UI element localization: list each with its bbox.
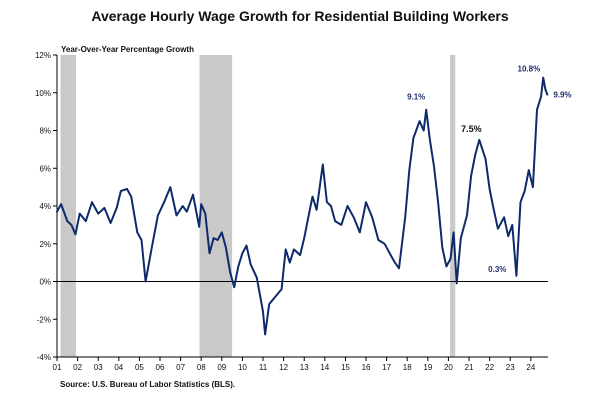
x-tick-label: 03 (94, 363, 103, 372)
x-tick-label: 21 (465, 363, 474, 372)
data-label: 10.8% (518, 65, 541, 74)
chart-title: Average Hourly Wage Growth for Residenti… (91, 8, 509, 24)
x-tick-label: 04 (114, 363, 123, 372)
x-tick-label: 19 (423, 363, 432, 372)
y-tick-label: 10% (35, 89, 51, 98)
y-tick-label: -2% (37, 315, 51, 324)
x-tick-label: 14 (320, 363, 329, 372)
data-label: 9.9% (553, 91, 571, 100)
x-tick-label: 11 (259, 363, 268, 372)
y-tick-label: 12% (35, 51, 51, 60)
x-tick-label: 22 (485, 363, 494, 372)
y-tick-label: 8% (39, 127, 51, 136)
x-tick-label: 09 (217, 363, 226, 372)
y-tick-label: 4% (39, 202, 51, 211)
x-tick-label: 10 (238, 363, 247, 372)
axes: -4% -2% 0% 2% 4% 6% 8% 10% 12% 01 02 03 04 05 06 07 08 09… (35, 45, 548, 372)
x-tick-label: 24 (526, 363, 535, 372)
x-tick-label: 23 (506, 363, 515, 372)
series-line (56, 76, 549, 336)
data-label: 0.3% (488, 265, 506, 274)
x-tick-label: 02 (73, 363, 82, 372)
x-tick-label: 17 (382, 363, 391, 372)
x-tick-label: 05 (135, 363, 144, 372)
source-note: Source: U.S. Bureau of Labor Statistics … (60, 380, 236, 389)
x-tick-label: 01 (53, 363, 62, 372)
x-tick-label: 12 (279, 363, 288, 372)
y-tick-label: -4% (37, 353, 51, 362)
data-label: 7.5% (461, 124, 482, 134)
x-tick-label: 06 (156, 363, 165, 372)
y-axis-title: Year-Over-Year Percentage Growth (61, 45, 194, 54)
x-tick-label: 13 (300, 363, 309, 372)
x-tick-label: 15 (341, 363, 350, 372)
x-tick-label: 18 (403, 363, 412, 372)
y-tick-label: 2% (39, 240, 51, 249)
x-tick-label: 20 (444, 363, 453, 372)
recession-band (450, 55, 456, 357)
data-label: 9.1% (407, 93, 425, 102)
y-tick-label: 6% (39, 164, 51, 173)
x-tick-label: 07 (176, 363, 185, 372)
recession-shading (60, 55, 456, 357)
labels: 9.1% 7.5% 0.3% 10.8% 9.9% (407, 65, 571, 274)
series-line-group (56, 76, 549, 336)
x-tick-label: 08 (197, 363, 206, 372)
y-tick-label: 0% (39, 278, 51, 287)
recession-band (199, 55, 233, 357)
x-tick-label: 16 (362, 363, 371, 372)
